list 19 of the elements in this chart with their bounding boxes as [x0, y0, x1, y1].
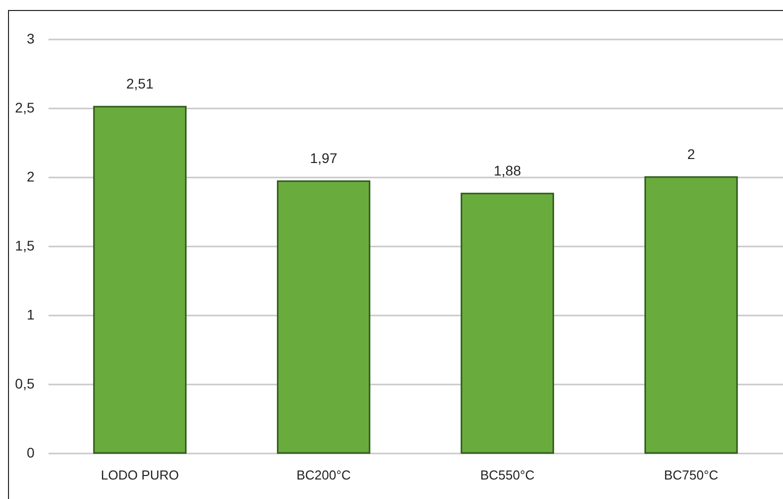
- bar: [93, 106, 187, 454]
- data-label: 2,51: [126, 76, 154, 92]
- y-tick-label: 1,5: [15, 238, 35, 254]
- y-tick-label: 0: [26, 444, 35, 460]
- x-tick-label: BC200°C: [296, 468, 351, 482]
- y-tick-label: 0,5: [15, 376, 35, 392]
- x-tick-label: BC550°C: [480, 468, 535, 482]
- data-label: 2: [687, 146, 696, 162]
- y-tick-label: 1: [26, 306, 35, 322]
- x-tick-label: BC750°C: [664, 468, 718, 482]
- y-tick-label: 2,5: [15, 100, 35, 116]
- data-label: 1,88: [494, 162, 522, 179]
- data-label: 1,97: [310, 150, 338, 166]
- x-tick-label: LODO PURO: [100, 468, 179, 482]
- y-tick-label: 2: [26, 168, 35, 184]
- bar: [644, 176, 738, 454]
- bar: [460, 192, 554, 454]
- bar: [276, 180, 370, 454]
- y-tick-label: 3: [26, 30, 35, 46]
